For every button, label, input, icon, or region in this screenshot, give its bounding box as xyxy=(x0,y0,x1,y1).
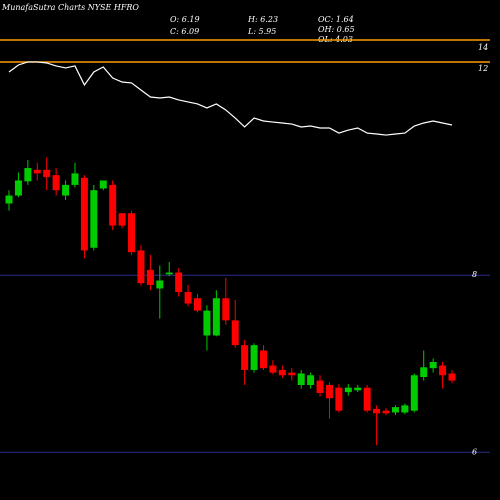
candle-body xyxy=(194,298,202,311)
candle-body xyxy=(307,375,315,385)
candle-body xyxy=(259,350,267,369)
candle-body xyxy=(222,298,230,321)
candle-body xyxy=(288,372,296,376)
candle-body xyxy=(401,405,409,413)
candle-body xyxy=(184,292,192,304)
y-tick-label: 14 xyxy=(478,43,488,52)
candle-body xyxy=(391,407,399,413)
candle-body xyxy=(373,408,381,414)
candle-body xyxy=(344,387,352,393)
candle-body xyxy=(137,250,145,284)
stat-label: O: 6.19 xyxy=(170,15,200,24)
candle-body xyxy=(33,169,41,174)
candle-body xyxy=(278,369,286,376)
indicator-line xyxy=(8,61,453,136)
candle-body xyxy=(14,180,22,196)
stat-label: OH: 0.65 xyxy=(318,25,355,34)
candle-body xyxy=(62,184,70,196)
candle-body xyxy=(24,168,32,182)
stat-label: H: 6.23 xyxy=(247,15,278,24)
candle-body xyxy=(316,380,324,393)
chart-title: MunafaSutra Charts NYSE HFRO xyxy=(1,3,139,12)
candle-body xyxy=(335,387,343,411)
candle-body xyxy=(156,280,164,289)
candle-body xyxy=(363,387,371,411)
candle-body xyxy=(354,387,362,391)
stat-label: OC: 1.64 xyxy=(318,15,354,24)
candle-body xyxy=(297,373,305,385)
candle-body xyxy=(269,365,277,373)
stat-label: C: 6.09 xyxy=(170,27,199,36)
candle-body xyxy=(439,365,447,376)
candle-body xyxy=(128,213,136,253)
candle-body xyxy=(146,269,154,285)
candle-body xyxy=(175,272,183,293)
candle-body xyxy=(231,320,239,346)
candle-body xyxy=(109,184,117,226)
candle-body xyxy=(420,367,428,378)
candle-body xyxy=(325,385,333,399)
y-tick-label: 6 xyxy=(472,447,477,456)
candle-body xyxy=(429,361,437,369)
candle-body xyxy=(250,345,258,370)
candle-body xyxy=(212,298,220,336)
candle-body xyxy=(241,345,249,370)
candle-body xyxy=(118,213,126,226)
candle-body xyxy=(52,175,60,191)
candle-body xyxy=(5,195,13,204)
candle-body xyxy=(99,180,107,189)
y-tick-label: 8 xyxy=(472,270,477,279)
candle-body xyxy=(448,373,456,381)
stat-label: L: 5.95 xyxy=(247,27,276,36)
candle-body xyxy=(43,169,51,177)
y-tick-label: 12 xyxy=(478,64,488,73)
candle-body xyxy=(71,173,79,185)
candle-body xyxy=(165,272,173,275)
candle-body xyxy=(90,190,98,248)
candle-body xyxy=(80,177,88,251)
candle-body xyxy=(382,410,390,414)
candle-body xyxy=(410,375,418,411)
candle-body xyxy=(203,310,211,336)
